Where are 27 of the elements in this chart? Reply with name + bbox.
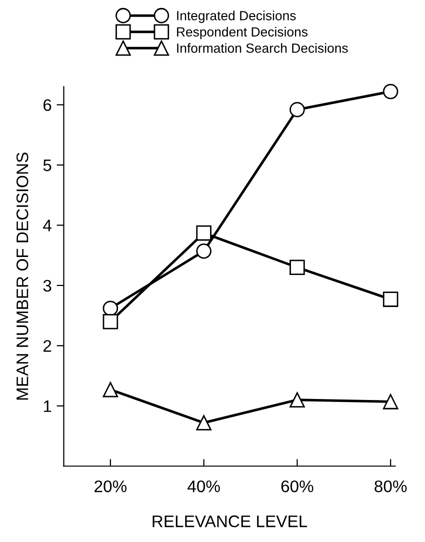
x-tick-label: 60% <box>281 480 314 492</box>
y-tick-label: 3 <box>43 280 52 292</box>
point <box>290 392 305 408</box>
point <box>102 300 118 316</box>
x-tick-label: 20% <box>94 480 127 492</box>
point <box>196 415 212 430</box>
x-tick-label: 40% <box>188 480 220 492</box>
legend-label: Information Search Decisions <box>177 43 348 53</box>
y-tick-label: 5 <box>43 160 52 172</box>
point <box>196 243 212 259</box>
y-tick-label: 1 <box>44 400 52 412</box>
point <box>382 292 398 307</box>
point <box>290 260 305 276</box>
point <box>290 102 305 118</box>
x-tick-label: 80% <box>374 480 407 492</box>
point <box>102 382 118 398</box>
legend-label: Respondent Decisions <box>177 26 308 40</box>
y-tick-label: 2 <box>44 340 52 352</box>
point <box>382 84 398 100</box>
x-axis-title: RELEVANCE LEVEL <box>152 515 308 528</box>
y-tick-label: 4 <box>43 220 52 232</box>
y-tick-label: 6 <box>44 99 52 111</box>
legend-label: Integrated Decisions <box>177 10 296 23</box>
point <box>196 225 212 241</box>
y-axis-title: MEAN NUMBER OF DECISIONS <box>16 152 28 400</box>
point <box>382 394 398 410</box>
point <box>102 314 118 330</box>
